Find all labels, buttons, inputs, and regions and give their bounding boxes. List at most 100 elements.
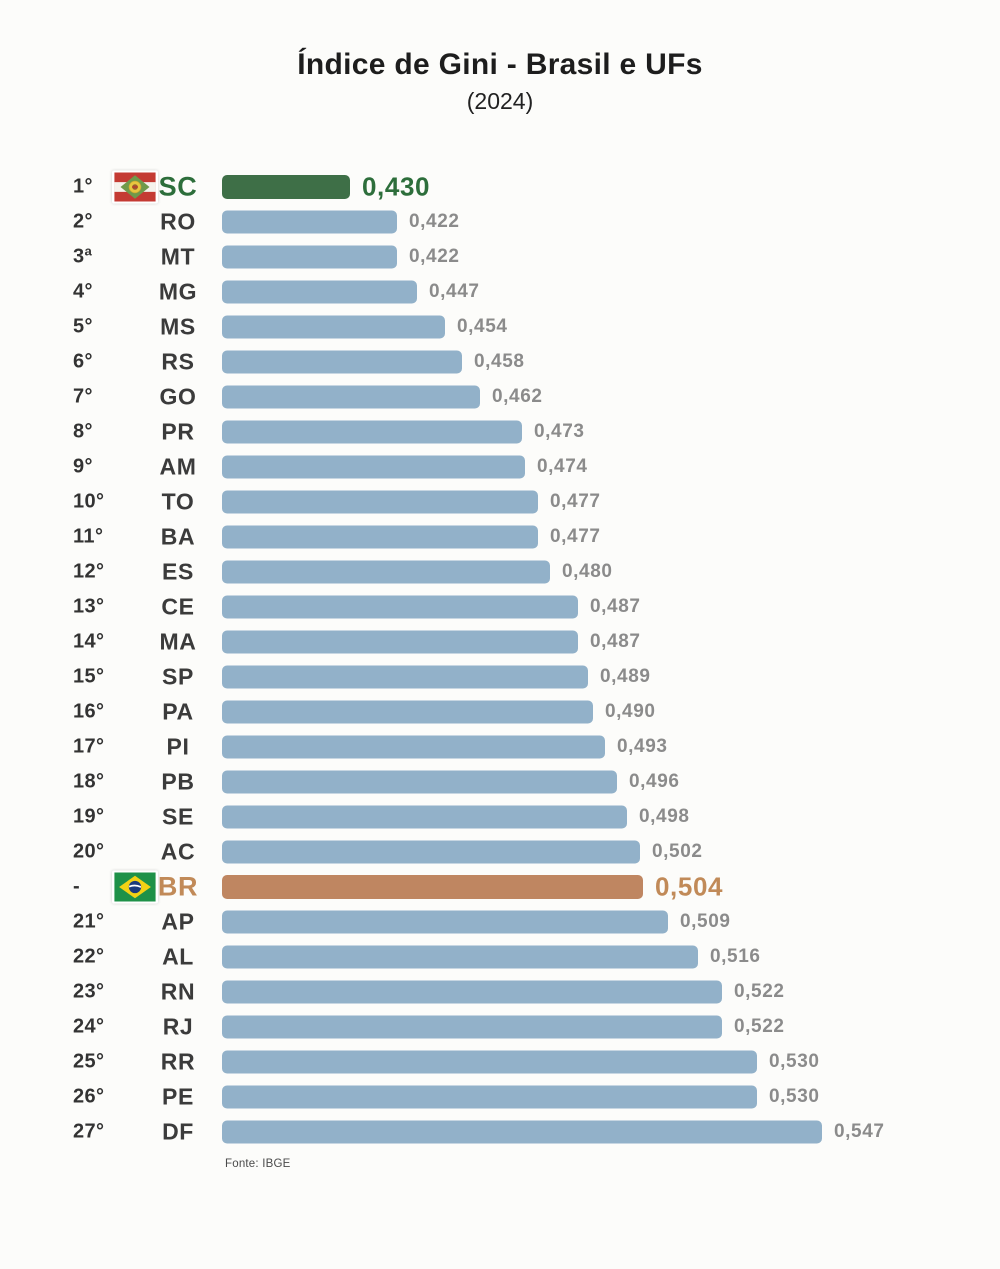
value-label: 0,462 [492, 386, 543, 407]
gini-bar [222, 420, 522, 444]
gini-bar [222, 945, 698, 969]
value-label: 0,493 [617, 736, 668, 757]
uf-label: PR [161, 418, 195, 445]
rank-label: 14° [73, 630, 105, 653]
brazil-flag-icon [112, 870, 158, 904]
uf-label: DF [162, 1118, 194, 1145]
uf-label: AM [159, 453, 197, 480]
uf-label: MG [158, 278, 198, 305]
gini-bar [222, 910, 668, 934]
uf-label: AC [160, 838, 196, 865]
uf-label: RO [160, 208, 196, 235]
value-label: 0,530 [769, 1086, 820, 1107]
gini-bar [222, 1085, 757, 1109]
rank-label: 24° [73, 1015, 105, 1038]
gini-bar [222, 1120, 822, 1144]
gini-bar [222, 805, 627, 829]
rank-label: 27° [73, 1120, 105, 1143]
value-label: 0,458 [474, 351, 525, 372]
chart-row: 8° PR 0,473 [0, 415, 1000, 450]
value-label: 0,477 [550, 491, 601, 512]
value-label: 0,496 [629, 771, 680, 792]
santa-catarina-flag-icon [112, 170, 158, 204]
value-label: 0,502 [652, 841, 703, 862]
chart-row: 21° AP 0,509 [0, 905, 1000, 940]
gini-bar [222, 525, 538, 549]
uf-label: GO [159, 383, 197, 410]
value-label: 0,487 [590, 596, 641, 617]
chart-row: 16° PA 0,490 [0, 695, 1000, 730]
rank-label: 7° [73, 385, 93, 408]
uf-label: AP [161, 908, 195, 935]
rank-label: 23° [73, 980, 105, 1003]
uf-label: AL [162, 943, 194, 970]
value-label: 0,530 [769, 1051, 820, 1072]
value-label: 0,522 [734, 981, 785, 1002]
value-label: 0,474 [537, 456, 588, 477]
value-label: 0,422 [409, 246, 460, 267]
uf-label: RS [161, 348, 195, 375]
rank-label: 10° [73, 490, 105, 513]
chart-row: 26° PE 0,530 [0, 1080, 1000, 1115]
rank-label: 15° [73, 665, 105, 688]
value-label: 0,489 [600, 666, 651, 687]
gini-bar [222, 665, 588, 689]
value-label: 0,522 [734, 1016, 785, 1037]
rank-label: 4° [73, 280, 93, 303]
chart-row: 4° MG 0,447 [0, 275, 1000, 310]
chart-row: 7° GO 0,462 [0, 380, 1000, 415]
chart-row: 24° RJ 0,522 [0, 1010, 1000, 1045]
value-label: 0,487 [590, 631, 641, 652]
chart-row: 17° PI 0,493 [0, 730, 1000, 765]
value-label: 0,547 [834, 1121, 885, 1142]
rank-label: 8° [73, 420, 93, 443]
gini-bar [222, 280, 417, 304]
uf-label: CE [161, 593, 195, 620]
uf-label: PB [161, 768, 195, 795]
chart-row: 20° AC 0,502 [0, 835, 1000, 870]
chart-row: 19° SE 0,498 [0, 800, 1000, 835]
value-label: 0,516 [710, 946, 761, 967]
rank-label: 1° [73, 175, 93, 198]
chart-row: - BR 0,504 [0, 870, 1000, 905]
chart-row: 5° MS 0,454 [0, 310, 1000, 345]
chart-row: 9° AM 0,474 [0, 450, 1000, 485]
rank-label: 17° [73, 735, 105, 758]
rank-label: - [73, 875, 81, 898]
chart-row: 25° RR 0,530 [0, 1045, 1000, 1080]
chart-row: 3ª MT 0,422 [0, 240, 1000, 275]
rank-label: 21° [73, 910, 105, 933]
gini-bar [222, 840, 640, 864]
rank-label: 9° [73, 455, 93, 478]
value-label: 0,504 [655, 871, 724, 902]
gini-bar [222, 385, 480, 409]
gini-bar [222, 1050, 757, 1074]
uf-label: BA [160, 523, 196, 550]
uf-label: PE [162, 1083, 194, 1110]
rank-label: 26° [73, 1085, 105, 1108]
uf-label: BR [157, 871, 199, 902]
rank-label: 16° [73, 700, 105, 723]
uf-label: PI [166, 733, 190, 760]
rank-label: 19° [73, 805, 105, 828]
uf-label: PA [162, 698, 194, 725]
gini-bar [222, 175, 350, 199]
value-label: 0,430 [362, 171, 431, 202]
value-label: 0,490 [605, 701, 656, 722]
chart-row: 1° SC 0,430 [0, 170, 1000, 205]
value-label: 0,422 [409, 211, 460, 232]
uf-label: RN [160, 978, 196, 1005]
chart-row: 18° PB 0,496 [0, 765, 1000, 800]
rank-label: 2° [73, 210, 93, 233]
uf-label: RR [160, 1048, 196, 1075]
gini-bar [222, 245, 397, 269]
chart-row: 13° CE 0,487 [0, 590, 1000, 625]
uf-label: MA [159, 628, 197, 655]
gini-bar [222, 455, 525, 479]
rank-label: 18° [73, 770, 105, 793]
chart-row: 11° BA 0,477 [0, 520, 1000, 555]
value-label: 0,447 [429, 281, 480, 302]
rank-label: 3ª [73, 245, 93, 268]
gini-bar [222, 1015, 722, 1039]
chart-row: 15° SP 0,489 [0, 660, 1000, 695]
